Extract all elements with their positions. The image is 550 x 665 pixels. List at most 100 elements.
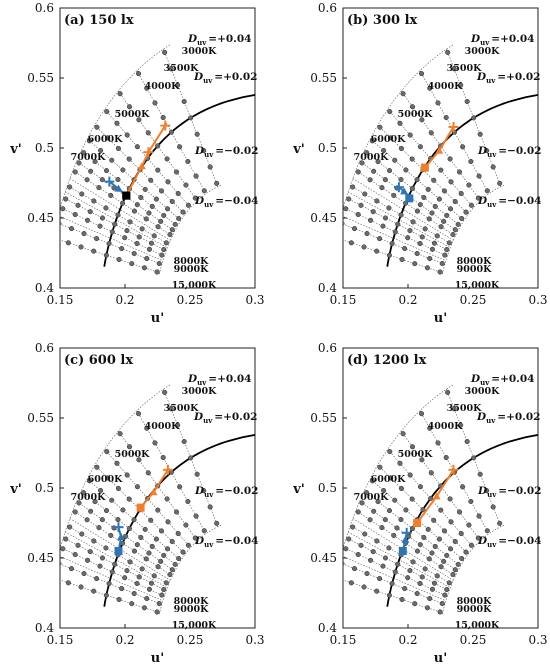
- stimulus-dot: [163, 240, 169, 246]
- stimulus-dot: [367, 177, 373, 183]
- cct-label: 9000K: [457, 604, 492, 615]
- cct-label: 8000K: [174, 596, 209, 607]
- stimulus-dot: [410, 219, 416, 225]
- stimulus-dot: [419, 574, 425, 580]
- y-tick-label: 0.45: [310, 211, 337, 225]
- cct-label: 6000K: [371, 134, 406, 145]
- stimulus-dot: [86, 478, 92, 484]
- stimulus-dot: [172, 561, 178, 567]
- stimulus-dot: [445, 49, 451, 55]
- stimulus-dot: [374, 588, 380, 594]
- stimulus-dot: [369, 478, 375, 484]
- y-tick-label: 0.4: [35, 281, 54, 295]
- stimulus-dot: [104, 449, 110, 455]
- stimulus-dot: [418, 411, 425, 417]
- stimulus-dot: [475, 535, 481, 541]
- panel-title: (b) 300 lx: [347, 13, 418, 28]
- stimulus-dot: [439, 600, 445, 607]
- stimulus-dot: [431, 177, 437, 183]
- stimulus-dot: [382, 555, 389, 561]
- stimulus-dot: [484, 188, 490, 194]
- stimulus-dot: [172, 221, 178, 227]
- iso-cct-line: [419, 70, 490, 194]
- stimulus-dot: [155, 143, 161, 149]
- stimulus-dot: [407, 132, 413, 138]
- stimulus-dot: [91, 538, 97, 544]
- stimulus-dot: [458, 422, 464, 428]
- stimulus-dot: [438, 507, 444, 513]
- stimulus-dot: [134, 240, 140, 247]
- stimulus-dot: [136, 574, 142, 580]
- stimulus-dot: [126, 525, 132, 532]
- stimulus-dot: [78, 584, 84, 590]
- stimulus-dot: [183, 522, 189, 528]
- stimulus-dot: [397, 460, 403, 466]
- iso-duv-edge: [343, 384, 454, 550]
- stimulus-dot: [139, 226, 145, 232]
- duv-label: Duv =+0.04: [187, 33, 251, 47]
- stimulus-dot: [156, 600, 162, 607]
- y-tick-label: 0.45: [27, 551, 54, 565]
- y-tick-label: 0.55: [27, 71, 54, 85]
- stimulus-dot: [429, 550, 435, 556]
- stimulus-dot: [141, 265, 147, 271]
- stimulus-dot: [131, 590, 137, 597]
- stimulus-dot: [370, 209, 376, 215]
- stimulus-dot: [180, 209, 186, 215]
- stimulus-dot: [76, 500, 82, 506]
- cct-label: 7000K: [71, 492, 106, 503]
- stimulus-dot: [398, 145, 404, 152]
- x-tick-label: 0.3: [528, 293, 547, 307]
- chart-panel-0: 3000K 3500K 4000K 5000K 6000K 7000K 8000K9000K…: [9, 1, 264, 326]
- stimulus-dot: [146, 550, 152, 556]
- stimulus-dot: [112, 561, 118, 567]
- stimulus-dot: [168, 406, 174, 412]
- stimulus-dot: [84, 517, 90, 523]
- marker-plus: [162, 464, 173, 475]
- iso-cct-line: [163, 389, 219, 527]
- stimulus-dot: [115, 485, 121, 492]
- stimulus-dot: [409, 104, 416, 110]
- stimulus-dot: [359, 160, 365, 166]
- cct-label: 9000K: [174, 604, 209, 615]
- stimulus-dot: [72, 551, 78, 558]
- stimulus-dot: [144, 85, 150, 91]
- stimulus-dot: [477, 131, 483, 137]
- marker-square: [122, 191, 131, 200]
- stimulus-dot: [188, 115, 194, 121]
- iso-duv-edge: [159, 524, 222, 615]
- stimulus-dot: [154, 269, 160, 275]
- stimulus-dot: [81, 571, 87, 577]
- stimulus-dot: [185, 202, 191, 208]
- cct-label: 4000K: [145, 81, 180, 92]
- stimulus-dot: [94, 124, 100, 130]
- stimulus-dot: [126, 496, 132, 502]
- stimulus-dot: [99, 215, 106, 221]
- stimulus-dot: [136, 117, 142, 123]
- stimulus-dot: [201, 488, 207, 494]
- stimulus-dot: [442, 592, 448, 598]
- marker-plus: [448, 464, 459, 475]
- stimulus-dot: [135, 411, 142, 417]
- stimulus-dot: [368, 217, 374, 223]
- stimulus-dot: [103, 508, 110, 514]
- stimulus-dot: [452, 538, 458, 545]
- duv-label: Duv =−0.04: [477, 195, 541, 209]
- stimulus-dot: [409, 496, 415, 502]
- stimulus-dot: [382, 177, 388, 183]
- stimulus-dot: [114, 460, 120, 466]
- cct-label: 7000K: [354, 492, 389, 503]
- x-tick-label: 0.15: [47, 633, 74, 647]
- stimulus-dot: [126, 104, 133, 110]
- stimulus-dot: [369, 138, 375, 144]
- stimulus-dot: [402, 586, 408, 592]
- stimulus-dot: [75, 202, 81, 208]
- stimulus-dot: [112, 221, 118, 227]
- stimulus-dot: [117, 431, 123, 437]
- plot-area: [60, 44, 255, 275]
- stimulus-dot: [72, 509, 78, 515]
- stimulus-dot: [143, 556, 149, 562]
- stimulus-dot: [432, 203, 438, 209]
- stimulus-dot: [386, 252, 392, 258]
- stimulus-dot: [389, 581, 395, 587]
